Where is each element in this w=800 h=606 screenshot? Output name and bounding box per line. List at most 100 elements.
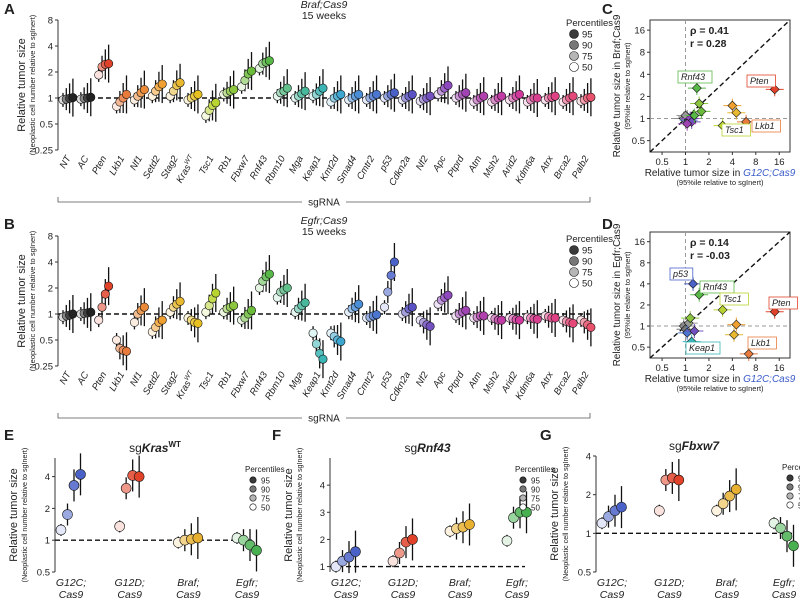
x-tick-label: Cmtr2 bbox=[355, 369, 378, 398]
data-point-p95 bbox=[192, 532, 204, 544]
gene-label: Lkb1 bbox=[755, 121, 775, 131]
data-point-p95 bbox=[86, 307, 96, 317]
legend-title: Percentiles bbox=[782, 463, 800, 472]
data-point-p95 bbox=[282, 283, 292, 293]
legend-label-75: 75 bbox=[261, 495, 270, 504]
group-egfr: Egfr;Cas9 bbox=[231, 529, 262, 601]
legend-label-50: 50 bbox=[582, 63, 593, 74]
data-point-p95 bbox=[497, 315, 507, 325]
x-tick-label: Cas9 bbox=[391, 589, 416, 601]
legend-swatch-50 bbox=[786, 501, 794, 509]
x-tick-label: NT bbox=[58, 369, 74, 387]
legend-swatch-75 bbox=[569, 267, 579, 277]
data-point-p95 bbox=[568, 91, 578, 101]
x-tick-label: G12C; bbox=[56, 577, 86, 589]
legend-label-95: 95 bbox=[531, 477, 540, 486]
x-axis-label: Relative tumor size in G12C;Cas9 bbox=[645, 168, 796, 179]
legend-swatch-75 bbox=[569, 51, 579, 61]
data-point-p95 bbox=[673, 474, 685, 486]
y-tick-label: 4 bbox=[48, 42, 53, 53]
chart-panel-g: sgFbxw7 0.5 1 2 4 Relative tumor size (Neoplas… bbox=[549, 439, 800, 601]
data-point-p95 bbox=[121, 89, 131, 99]
legend-label-90: 90 bbox=[261, 486, 270, 495]
x-tick-label: 16 bbox=[774, 157, 785, 168]
data-point bbox=[685, 313, 696, 323]
legend-swatch-75 bbox=[519, 494, 527, 502]
gene-label: Pten bbox=[750, 76, 769, 86]
data-point-p95 bbox=[550, 91, 560, 101]
data-point-p95 bbox=[318, 354, 328, 364]
group-g12d: G12D;Cas9 bbox=[114, 455, 145, 601]
x-tick-label: Braf; bbox=[449, 577, 471, 589]
data-point-p95 bbox=[389, 257, 399, 267]
y-tick-label: 1 bbox=[320, 562, 325, 573]
data-point-p95 bbox=[157, 315, 167, 325]
data-point bbox=[694, 98, 705, 109]
x-tick-label: 1 bbox=[683, 363, 688, 374]
legend-title: Percentiles bbox=[245, 465, 285, 474]
group-braf: Braf;Cas9 bbox=[444, 503, 475, 601]
data-point-p75 bbox=[717, 498, 729, 510]
y-tick-label: 2 bbox=[45, 504, 50, 515]
y-axis-sublabel: (Neoplastic cell number relative to sgIn… bbox=[20, 448, 29, 583]
x-tick-label: Nf2 bbox=[414, 369, 431, 388]
y-axis-label: Relative tumor size bbox=[283, 468, 295, 562]
legend-label-95: 95 bbox=[582, 30, 593, 41]
data-point bbox=[769, 306, 780, 317]
data-point-p95 bbox=[211, 288, 221, 298]
data-point-p95 bbox=[264, 56, 274, 66]
data-point-p95 bbox=[193, 318, 203, 328]
data-point-p95 bbox=[586, 92, 596, 102]
data-point-p95 bbox=[532, 93, 542, 103]
gene-label: Keap1 bbox=[689, 343, 715, 353]
x-tick-label: Cas9 bbox=[235, 589, 260, 601]
y-tick-label: 1 bbox=[640, 322, 645, 333]
data-point-p95 bbox=[788, 540, 799, 552]
data-point-p95 bbox=[730, 484, 742, 495]
gene-label-box bbox=[685, 341, 721, 355]
data-point-p95 bbox=[407, 534, 418, 545]
data-point-p95 bbox=[532, 314, 542, 324]
legend-label-95: 95 bbox=[261, 477, 270, 486]
category-Tsc1: Tsc1 bbox=[197, 274, 221, 393]
y-tick-label: 4 bbox=[586, 452, 591, 463]
data-point-p95 bbox=[497, 91, 507, 101]
legend-label-75: 75 bbox=[531, 495, 540, 504]
x-tick-label: G12C; bbox=[331, 577, 361, 589]
x-tick-label: AC bbox=[75, 370, 92, 388]
gene-label: Lkb1 bbox=[751, 338, 771, 348]
y-axis-sublabel: (Neoplastic cell number relative to sgIn… bbox=[28, 14, 37, 155]
y-tick-label: 1 bbox=[48, 94, 53, 105]
x-tick-label: Brca2 bbox=[552, 153, 574, 181]
y-tick-label: 2 bbox=[640, 92, 645, 103]
x-axis-label: sgRNA bbox=[308, 198, 340, 209]
y-axis-label: Relative tumor size bbox=[549, 467, 561, 561]
category-Arid2: Arid2 bbox=[499, 301, 524, 396]
group-g12c: G12C;Cas9 bbox=[596, 486, 627, 601]
data-point-p50 bbox=[387, 555, 399, 567]
data-point-p75 bbox=[311, 339, 321, 349]
data-point-p95 bbox=[247, 66, 257, 76]
legend-label-90: 90 bbox=[582, 41, 593, 52]
x-tick-label: G12C; bbox=[597, 577, 627, 589]
x-tick-label: 4 bbox=[730, 157, 735, 168]
category-NT: NT bbox=[58, 78, 78, 170]
x-tick-label: Braf; bbox=[177, 577, 199, 589]
x-tick-label: Egfr; bbox=[506, 577, 528, 589]
x-tick-label: Cas9 bbox=[334, 589, 359, 601]
data-point-p95 bbox=[282, 83, 292, 93]
y-tick-label: 0.5 bbox=[578, 568, 591, 579]
legend-swatch-50 bbox=[569, 278, 579, 288]
data-point-p75 bbox=[775, 522, 786, 534]
category-Nf1: Nf1 bbox=[128, 70, 149, 172]
y-axis-label: Relative tumor size in Braf;Cas9 bbox=[612, 14, 623, 157]
x-tick-label: Braf; bbox=[716, 577, 738, 589]
x-tick-label: Palb2 bbox=[570, 153, 592, 180]
stat-rho: ρ = 0.14 bbox=[690, 237, 729, 249]
group-egfr: Egfr;Cas9 bbox=[501, 491, 532, 601]
x-tick-label: 2 bbox=[706, 363, 711, 374]
data-point-p95 bbox=[425, 91, 435, 101]
y-tick-label: 4 bbox=[640, 70, 645, 81]
